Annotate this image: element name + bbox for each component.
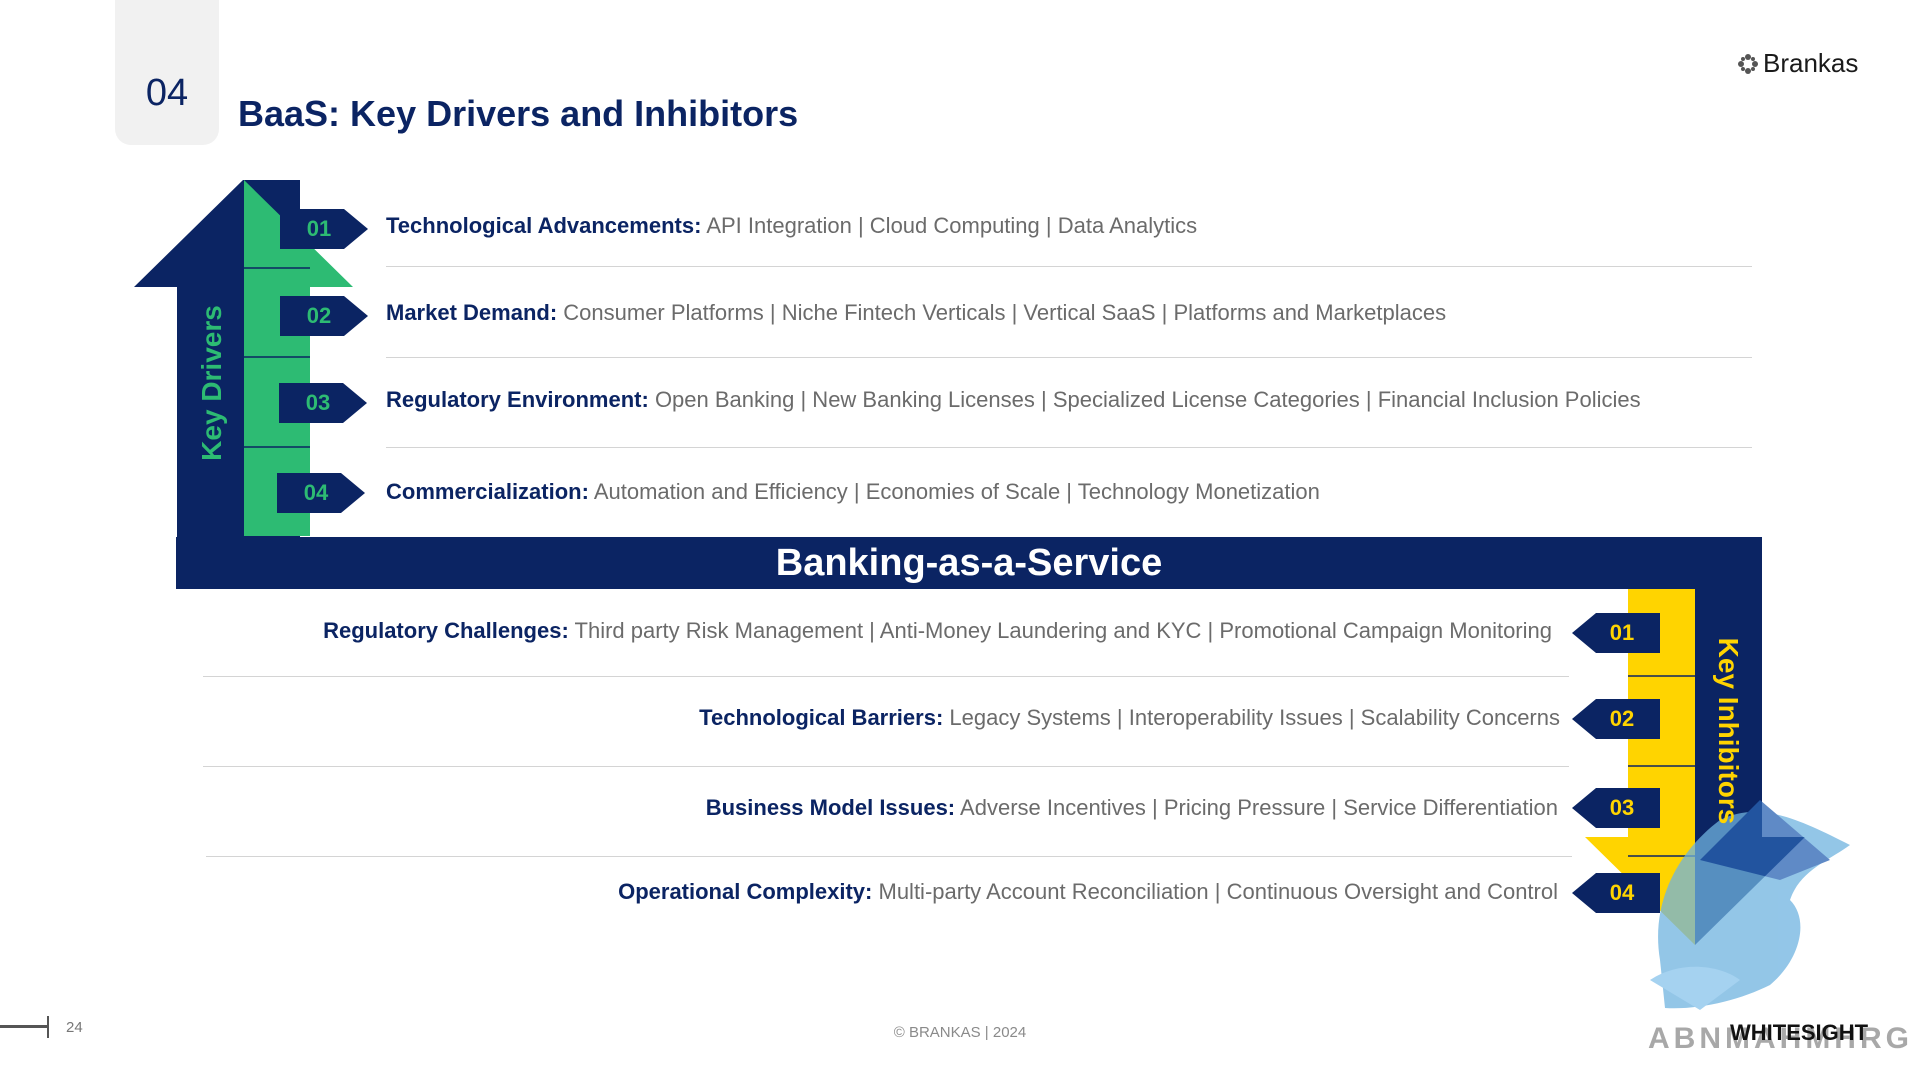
driver-detail: Automation and Efficiency | Economies of… <box>593 479 1320 504</box>
page-number: 24 <box>66 1019 83 1036</box>
driver-detail: API Integration | Cloud Computing | Data… <box>706 213 1198 238</box>
watermark-site-text: ABNMAHMHRG <box>1648 1022 1913 1055</box>
inhibitor-title: Operational Complexity: <box>618 879 873 904</box>
driver-row: Technological Advancements: API Integrat… <box>386 213 1197 239</box>
driver-title: Regulatory Environment: <box>386 387 649 412</box>
inhibitor-row: Business Model Issues: Adverse Incentive… <box>706 795 1558 821</box>
watermark-griffin-graphic <box>1650 800 1850 1010</box>
inhibitor-number: 01 <box>1609 620 1635 645</box>
driver-number: 01 <box>306 216 332 241</box>
inhibitor-title: Regulatory Challenges: <box>323 618 569 643</box>
row-divider <box>203 676 1569 677</box>
row-divider <box>206 856 1572 857</box>
inhibitor-row: Regulatory Challenges: Third party Risk … <box>323 618 1552 644</box>
inhibitor-detail: Third party Risk Management | Anti-Money… <box>574 618 1552 643</box>
driver-tag-04 <box>277 473 365 513</box>
inhibitor-row: Operational Complexity: Multi-party Acco… <box>618 879 1558 905</box>
driver-number: 03 <box>305 390 331 415</box>
brand-name: Brankas <box>1763 48 1859 78</box>
section-number: 04 <box>145 72 189 114</box>
inhibitor-number: 02 <box>1609 706 1635 731</box>
brand-logo: Brankas <box>1737 48 1858 79</box>
driver-row: Regulatory Environment: Open Banking | N… <box>386 387 1641 413</box>
key-inhibitors-label: Key Inhibitors <box>1713 637 1744 825</box>
driver-tag-02 <box>280 296 368 336</box>
driver-title: Technological Advancements: <box>386 213 702 238</box>
baas-band <box>176 537 1762 589</box>
page-title: BaaS: Key Drivers and Inhibitors <box>238 93 799 134</box>
key-drivers-label: Key Drivers <box>196 305 227 461</box>
inhibitor-tag-02 <box>1572 699 1660 739</box>
inhibitor-number: 03 <box>1609 795 1635 820</box>
driver-title: Commercialization: <box>386 479 589 504</box>
row-divider <box>386 357 1752 358</box>
footer-rule <box>0 1025 48 1028</box>
driver-tag-03 <box>279 383 367 423</box>
inhibitor-tag-04 <box>1572 873 1660 913</box>
baas-center-label: Banking-as-a-Service <box>775 542 1163 584</box>
driver-row: Commercialization: Automation and Effici… <box>386 479 1320 505</box>
copyright: © BRANKAS | 2024 <box>893 1024 1027 1041</box>
inhibitor-detail: Adverse Incentives | Pricing Pressure | … <box>960 795 1558 820</box>
inhibitor-title: Business Model Issues: <box>705 795 956 820</box>
row-divider <box>386 447 1752 448</box>
driver-number: 04 <box>303 480 329 505</box>
driver-title: Market Demand: <box>386 300 558 325</box>
inhibitor-tag-03 <box>1572 788 1660 828</box>
inhibitor-detail: Legacy Systems | Interoperability Issues… <box>949 705 1560 730</box>
watermark-brand: WHITESIGHT <box>1730 1020 1869 1045</box>
driver-detail: Open Banking | New Banking Licenses | Sp… <box>654 387 1641 412</box>
driver-number: 02 <box>306 303 332 328</box>
inhibitor-title: Technological Barriers: <box>699 705 944 730</box>
row-divider <box>386 266 1752 267</box>
driver-tag-01 <box>280 209 368 249</box>
row-divider <box>203 766 1569 767</box>
inhibitor-row: Technological Barriers: Legacy Systems |… <box>699 705 1560 731</box>
brankas-logo-icon <box>1738 53 1758 74</box>
driver-detail: Consumer Platforms | Niche Fintech Verti… <box>563 300 1447 325</box>
inhibitor-detail: Multi-party Account Reconciliation | Con… <box>878 879 1559 904</box>
driver-row: Market Demand: Consumer Platforms | Nich… <box>386 300 1446 326</box>
inhibitor-number: 04 <box>1609 880 1635 905</box>
footer-tick <box>47 1016 49 1038</box>
section-number-tab: 04 <box>115 0 219 145</box>
inhibitor-tag-01 <box>1572 613 1660 653</box>
